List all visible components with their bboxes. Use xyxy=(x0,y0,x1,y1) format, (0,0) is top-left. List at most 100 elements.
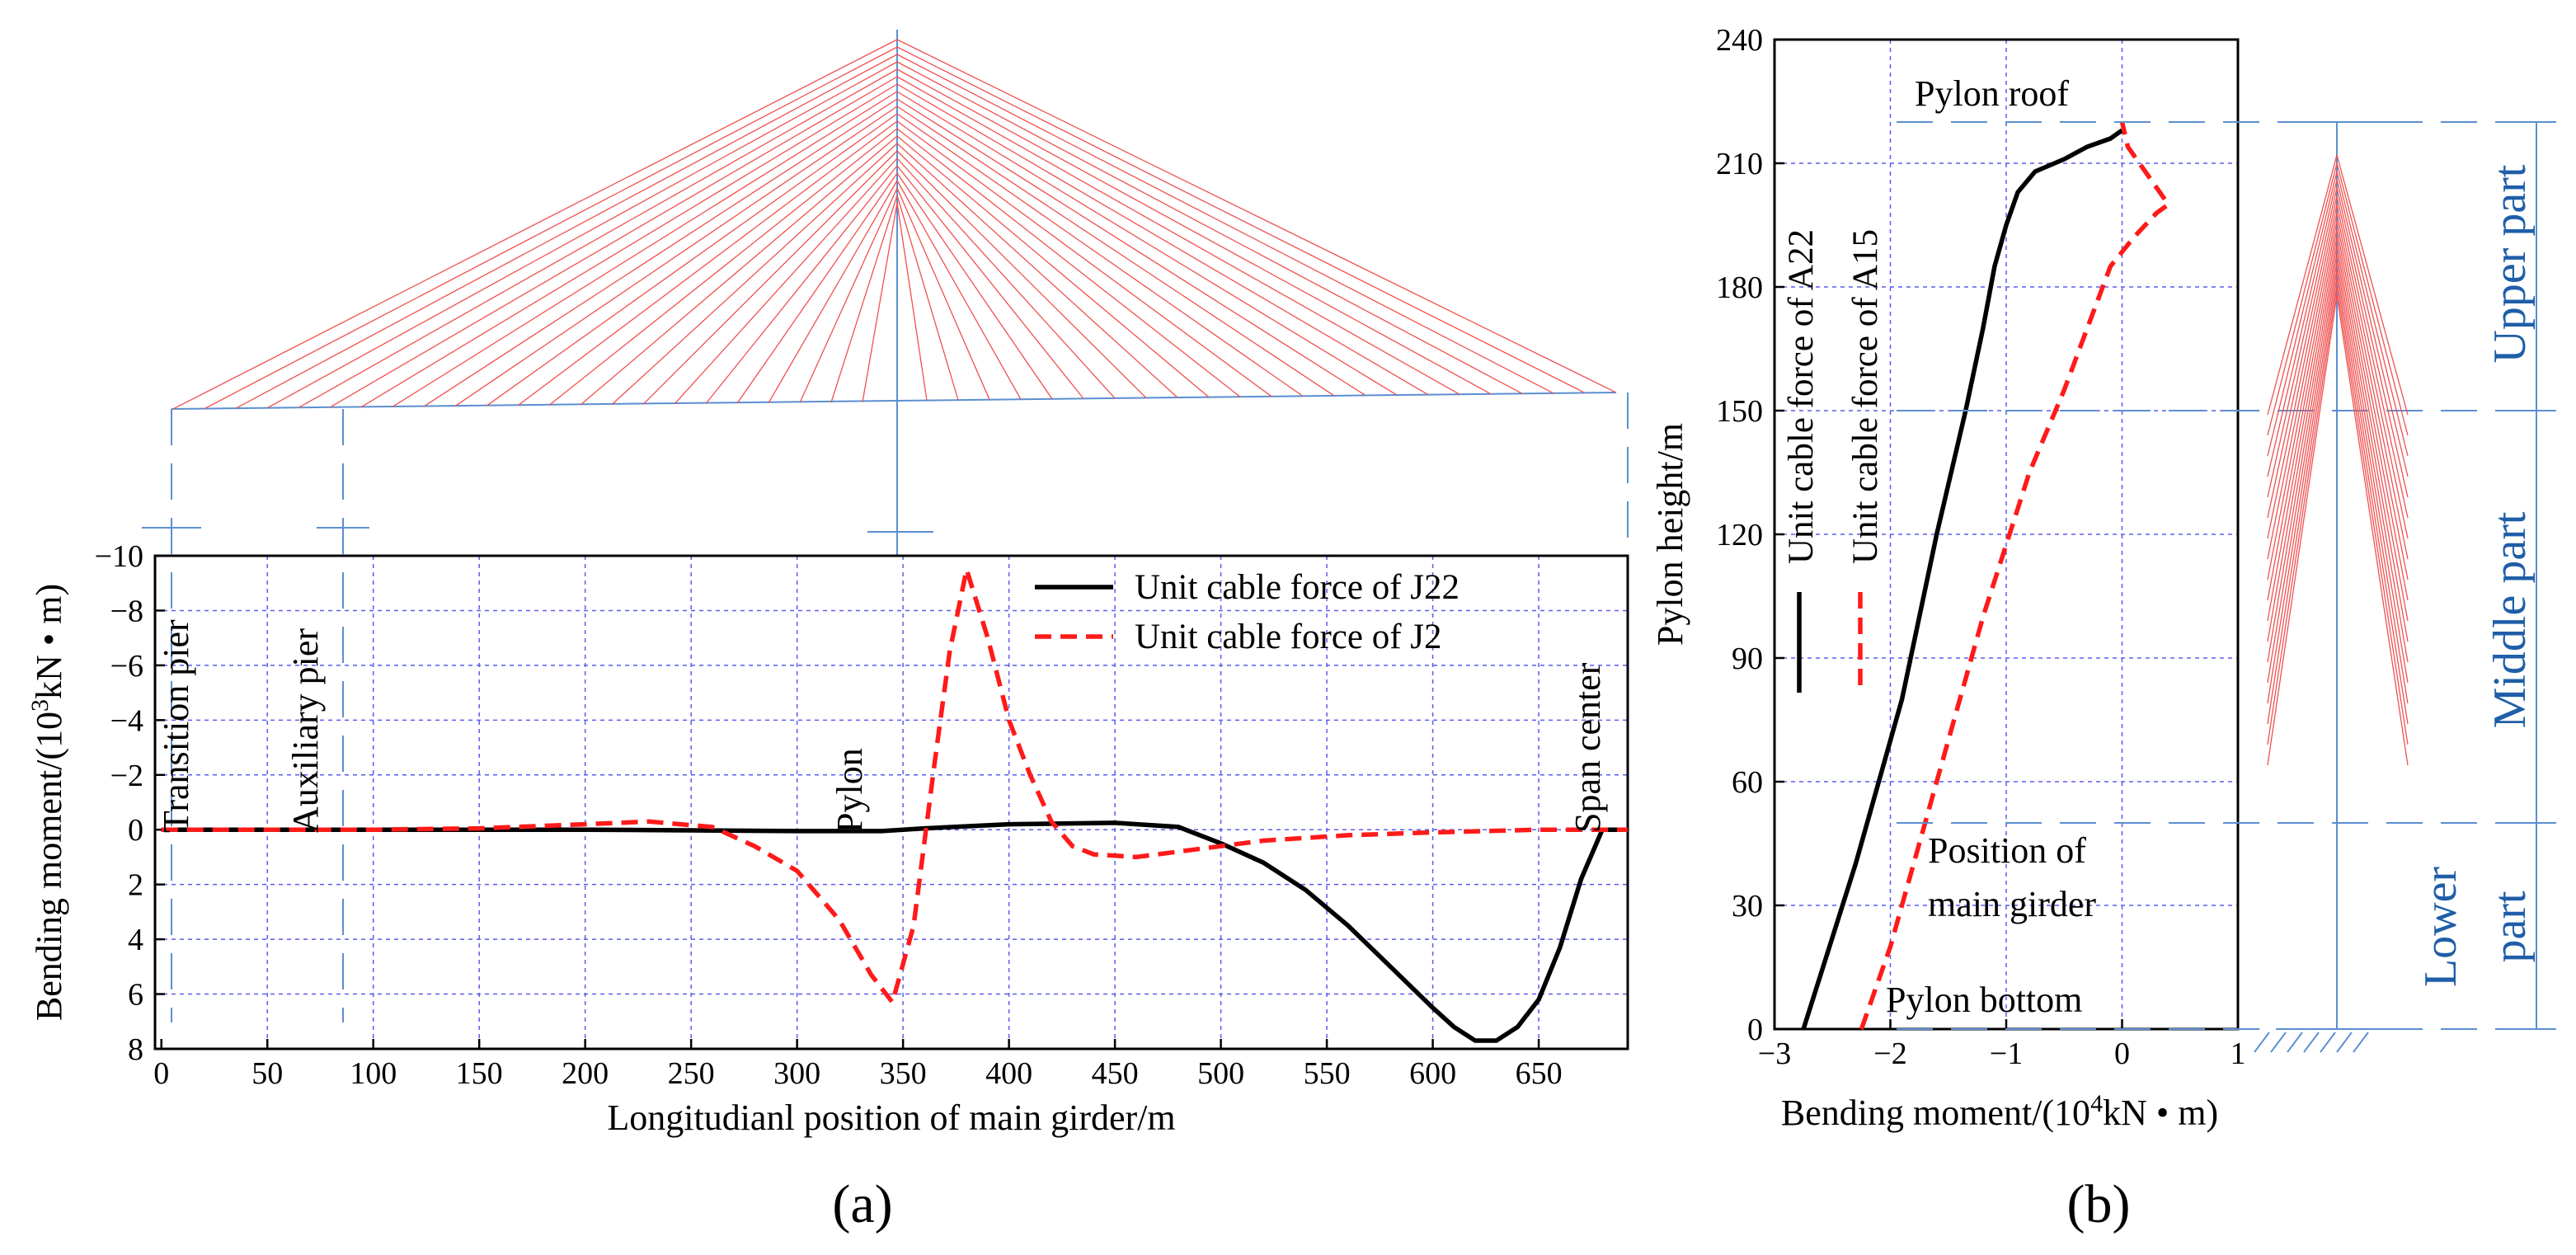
pylon-cable-right-5 xyxy=(2336,187,2409,498)
pylon-cable-left-10 xyxy=(2267,228,2338,601)
series-line-j22 xyxy=(161,820,1628,1043)
x-tick-label-250: 250 xyxy=(668,1056,715,1091)
chart-b: −3 −2 −1 0 1 0 30 60 90 120 150 180 210 240 Pylon roo… xyxy=(1650,23,2556,1234)
x-tick-label-100: 100 xyxy=(350,1056,397,1091)
cable-side-19 xyxy=(736,172,898,404)
pylon-cable-left-9 xyxy=(2267,220,2338,580)
x-tick-label-200: 200 xyxy=(562,1056,609,1091)
chart-b-reference-lines xyxy=(1897,121,2556,1030)
x-tick-label--2: −2 xyxy=(1873,1036,1906,1071)
chart-b-x-axis-label: Bending moment/(104kN • m) xyxy=(1781,1090,2218,1133)
pylon-cable-right-16 xyxy=(2336,278,2409,725)
chart-b-y-axis-label: Pylon height/m xyxy=(1650,423,1690,646)
cable-side-23 xyxy=(862,202,898,402)
annotation-pylon: Pylon xyxy=(830,748,870,833)
cable-side-4 xyxy=(266,61,898,409)
y-tick-label-4: 4 xyxy=(128,923,143,957)
pylon-cable-right-12 xyxy=(2336,245,2409,642)
y-tick-label-60: 60 xyxy=(1732,765,1763,800)
cable-main-22 xyxy=(896,195,959,401)
cable-main-5 xyxy=(896,68,1492,395)
pylon-cable-right-2 xyxy=(2336,162,2409,436)
x-tick-label-0: 0 xyxy=(2114,1036,2130,1071)
cable-side-22 xyxy=(830,195,898,403)
y-tick-label-6: 6 xyxy=(128,978,143,1013)
pylon-cable-right-18 xyxy=(2336,294,2409,766)
x-tick-label-300: 300 xyxy=(773,1056,820,1091)
cable-main-8 xyxy=(896,91,1398,396)
pylon-cable-left-4 xyxy=(2267,179,2338,477)
cable-main-15 xyxy=(896,143,1178,398)
pylon-cable-left-8 xyxy=(2267,212,2338,560)
cable-main-12 xyxy=(896,120,1272,397)
cable-side-2 xyxy=(204,46,898,410)
pylon-cable-right-1 xyxy=(2336,154,2409,416)
chart-b-grid xyxy=(1775,40,2238,1029)
pylon-cable-left-5 xyxy=(2267,187,2338,498)
pylon-cable-left-2 xyxy=(2267,162,2338,436)
cable-side-20 xyxy=(768,180,898,404)
x-tick-label--1: −1 xyxy=(1990,1036,2023,1071)
panel-label-a: (a) xyxy=(832,1174,892,1234)
y-tick-label-30: 30 xyxy=(1732,889,1763,924)
y-tick-label-90: 90 xyxy=(1732,642,1763,676)
x-tick-label-450: 450 xyxy=(1092,1056,1139,1091)
chart-b-legend: Unit cable force of A22 Unit cable force… xyxy=(1782,229,1885,693)
chart-a-legend: Unit cable force of J22 Unit cable force… xyxy=(1035,568,1460,656)
ground-hatch-2 xyxy=(2270,1032,2287,1053)
cable-main-1 xyxy=(896,39,1617,393)
pylon-cable-right-7 xyxy=(2336,204,2409,539)
pylon-cable-left-13 xyxy=(2267,253,2338,663)
cable-side-21 xyxy=(799,187,898,403)
cable-main-20 xyxy=(896,180,1022,400)
pylon-cable-left-16 xyxy=(2267,278,2338,725)
y-tick-label-180: 180 xyxy=(1716,270,1763,305)
pylon-cable-left-7 xyxy=(2267,204,2338,539)
y-tick-label--6: −6 xyxy=(110,649,143,684)
x-tick-label-650: 650 xyxy=(1516,1056,1563,1091)
cable-main-23 xyxy=(896,202,928,401)
cable-main-17 xyxy=(896,157,1116,399)
annotation-span-center: Span center xyxy=(1568,662,1608,833)
chart-a-series xyxy=(161,568,1628,1043)
pylon-cable-left-17 xyxy=(2267,286,2338,745)
part-label-lower-line1: Lower xyxy=(2415,867,2466,988)
pylon-cable-right-4 xyxy=(2336,179,2409,477)
x-tick-label-1: 1 xyxy=(2230,1036,2246,1071)
legend-label-a15: Unit cable force of A15 xyxy=(1846,229,1885,564)
cable-main-3 xyxy=(896,54,1554,394)
pylon-cable-left-15 xyxy=(2267,270,2338,704)
x-tick-label-150: 150 xyxy=(456,1056,503,1091)
y-tick-label-0: 0 xyxy=(1747,1013,1763,1047)
cable-main-2 xyxy=(896,46,1586,394)
chart-b-ticks: −3 −2 −1 0 1 0 30 60 90 120 150 180 210 240 xyxy=(1716,23,2246,1071)
part-label-lower-line2: part xyxy=(2484,891,2536,963)
pylon-cable-right-17 xyxy=(2336,286,2409,745)
ground-hatch-6 xyxy=(2336,1032,2353,1053)
cable-side-6 xyxy=(329,76,898,408)
x-tick-label-400: 400 xyxy=(985,1056,1032,1091)
part-label-upper: Upper part xyxy=(2484,164,2536,363)
pylon-cable-right-6 xyxy=(2336,195,2409,519)
legend-label-j22: Unit cable force of J22 xyxy=(1135,568,1460,607)
main-girder xyxy=(171,392,1617,410)
annotation-pylon-bottom: Pylon bottom xyxy=(1886,980,2082,1020)
cable-side-16 xyxy=(642,150,898,405)
chart-a-ticks: 0 50 100 150 200 250 300 350 400 450 500 550 600 650 −… xyxy=(95,539,1563,1091)
ground-hatch-4 xyxy=(2303,1032,2320,1053)
cable-main-9 xyxy=(896,98,1366,397)
pylon-cable-right-15 xyxy=(2336,270,2409,704)
y-tick-label-120: 120 xyxy=(1716,518,1763,552)
annotation-auxiliary-pier: Auxiliary pier xyxy=(285,628,326,833)
annotation-position-of-line1: Position of xyxy=(1928,830,2086,871)
pylon-cable-left-12 xyxy=(2267,245,2338,642)
pylon-cable-right-14 xyxy=(2336,261,2409,684)
legend-label-a22: Unit cable force of A22 xyxy=(1782,229,1821,564)
cable-main-16 xyxy=(896,150,1147,398)
x-tick-label-50: 50 xyxy=(251,1056,283,1091)
cable-side-8 xyxy=(392,91,898,407)
cable-main-13 xyxy=(896,128,1241,397)
legend-label-j2: Unit cable force of J2 xyxy=(1135,618,1442,656)
y-tick-label--2: −2 xyxy=(110,759,143,793)
pylon-cable-left-18 xyxy=(2267,294,2338,766)
